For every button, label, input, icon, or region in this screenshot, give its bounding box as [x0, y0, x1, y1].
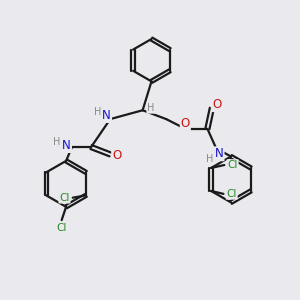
Text: Cl: Cl — [226, 189, 237, 199]
Text: H: H — [147, 103, 155, 113]
Text: H: H — [94, 107, 102, 117]
Text: N: N — [215, 147, 224, 160]
Text: H: H — [206, 154, 214, 164]
Text: H: H — [53, 137, 60, 147]
Text: Cl: Cl — [227, 160, 238, 170]
Text: Cl: Cl — [59, 193, 70, 203]
Text: Cl: Cl — [56, 223, 67, 233]
Text: N: N — [62, 139, 71, 152]
Text: O: O — [212, 98, 222, 111]
Text: O: O — [181, 117, 190, 130]
Text: N: N — [102, 109, 111, 122]
Text: O: O — [112, 149, 122, 162]
